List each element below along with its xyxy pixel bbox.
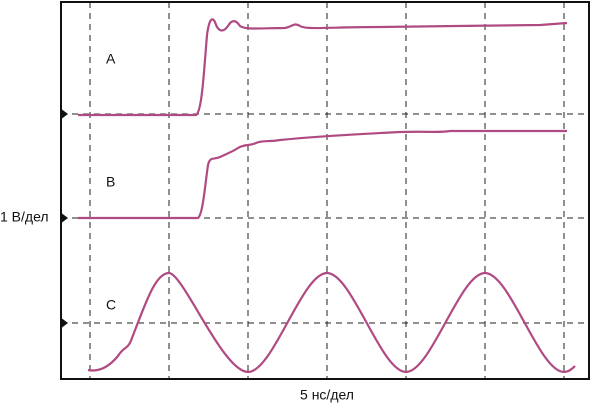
x-scale-label: 5 нс/дел — [300, 387, 354, 403]
screen-frame — [60, 1, 590, 380]
trace-marker — [60, 317, 68, 329]
grid — [61, 2, 589, 379]
trace-marker — [60, 108, 68, 120]
trace-c — [87, 271, 576, 374]
trace-b — [78, 129, 567, 220]
trace-marker — [60, 212, 68, 224]
trace-a — [78, 18, 568, 117]
trace-label: A — [106, 51, 116, 67]
y-scale-label: 1 В/дел — [0, 209, 49, 225]
trace-label: C — [106, 297, 116, 313]
trace-label: B — [106, 174, 115, 190]
